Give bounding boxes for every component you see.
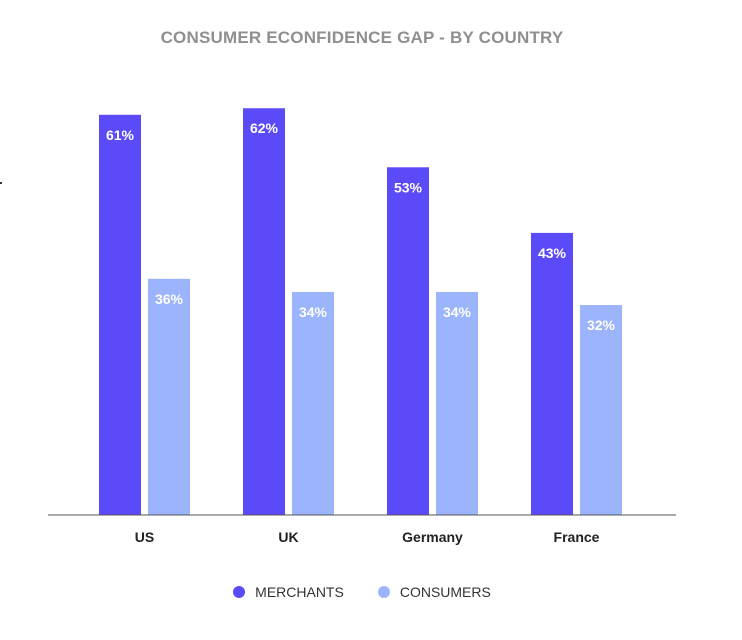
- chart-title: CONSUMER ECONFIDENCE GAP - BY COUNTRY: [160, 28, 564, 47]
- data-label-merchants-uk: 62%: [250, 120, 279, 136]
- legend-swatch-merchants: [233, 586, 246, 598]
- bar-merchants-france: [531, 232, 573, 516]
- data-label-consumers-uk: 34%: [299, 304, 328, 320]
- data-label-consumers-france: 32%: [587, 317, 616, 333]
- category-label-germany: Germany: [402, 529, 463, 545]
- bar-merchants-uk: [243, 108, 285, 515]
- legend-swatch-consumers: [377, 586, 390, 598]
- category-label-uk: UK: [278, 529, 298, 545]
- data-label-merchants-germany: 53%: [394, 179, 423, 195]
- bar-consumers-germany: [436, 291, 478, 515]
- legend-label-consumers: CONSUMERS: [399, 584, 491, 600]
- data-label-consumers-us: 36%: [155, 291, 184, 307]
- category-labels: US UK Germany France: [135, 529, 600, 545]
- bar-consumers-us: [148, 278, 190, 515]
- data-label-merchants-france: 43%: [538, 245, 567, 261]
- legend: MERCHANTS CONSUMERS: [0, 584, 724, 600]
- edge-mark: [0, 182, 2, 184]
- bar-merchants-us: [99, 114, 141, 515]
- bar-merchants-germany: [387, 167, 429, 515]
- bar-consumers-uk: [292, 291, 334, 515]
- legend-label-merchants: MERCHANTS: [255, 584, 344, 600]
- category-label-france: France: [554, 529, 600, 545]
- data-label-merchants-us: 61%: [106, 127, 135, 143]
- category-label-us: US: [135, 529, 154, 545]
- legend-item-consumers: CONSUMERS: [377, 584, 491, 600]
- data-label-consumers-germany: 34%: [443, 304, 472, 320]
- legend-item-merchants: MERCHANTS: [233, 584, 344, 600]
- bars-layer: 61% 36% 62% 34% 53% 34% 43% 32%: [99, 108, 622, 516]
- bar-consumers-france: [580, 305, 622, 515]
